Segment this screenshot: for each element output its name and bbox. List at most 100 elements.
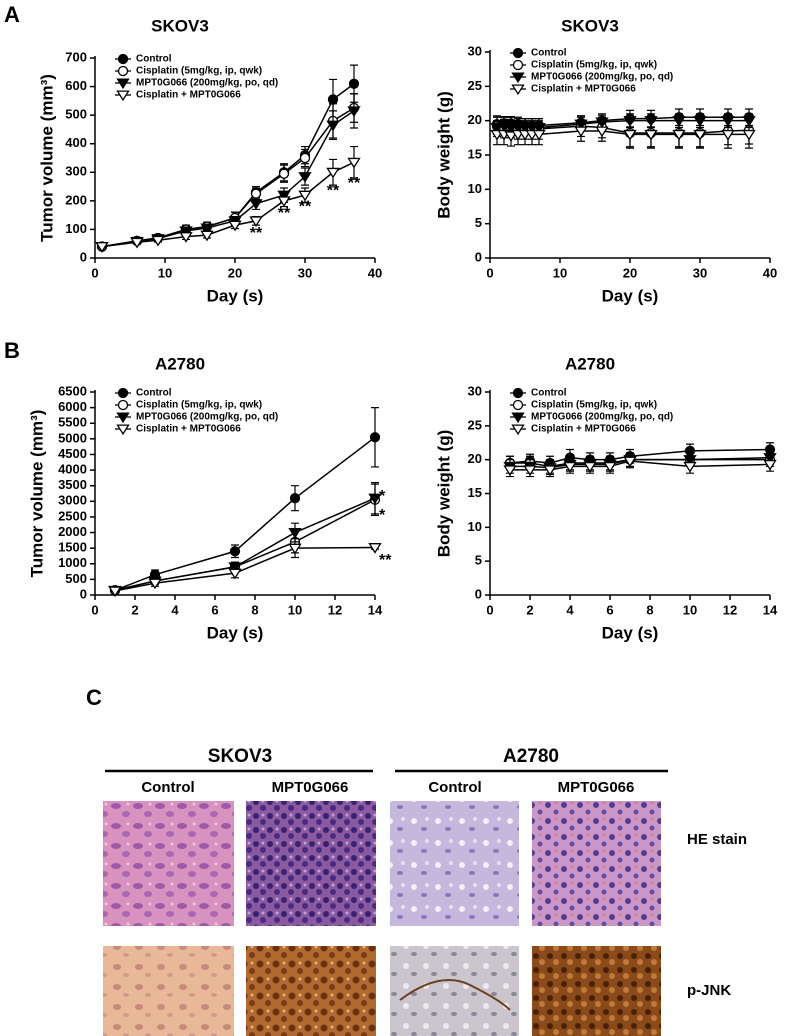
- group-title: SKOV3: [208, 746, 272, 767]
- legend-label: Cisplatin (5mg/kg, ip, qwk): [531, 400, 657, 411]
- legend-marker: [511, 412, 525, 424]
- data-point: [347, 157, 361, 169]
- y-tick-label: 2500: [58, 508, 87, 523]
- y-tick-label: 0: [475, 249, 482, 264]
- y-tick-label: 200: [65, 192, 87, 207]
- data-point: [179, 232, 193, 243]
- data-point: [574, 126, 588, 138]
- y-tick-label: 1000: [58, 555, 87, 570]
- y-tick-label: 0: [80, 249, 87, 264]
- histology-image: [246, 801, 376, 926]
- legend-marker: [512, 387, 524, 399]
- annotation: **: [250, 225, 263, 242]
- x-tick-label: 8: [646, 602, 653, 617]
- legend-marker: [512, 47, 524, 59]
- y-tick-label: 4500: [58, 446, 87, 461]
- legend-marker: [116, 412, 130, 424]
- y-tick-label: 500: [65, 107, 87, 122]
- x-axis-label: Day (s): [602, 623, 659, 642]
- x-tick-label: 30: [693, 265, 707, 280]
- y-tick-label: 20: [468, 112, 482, 127]
- data-point: [623, 129, 637, 141]
- data-point: [250, 188, 262, 199]
- data-point: [289, 493, 301, 504]
- histology-image: [103, 946, 234, 1036]
- data-point: [288, 543, 302, 555]
- x-tick-label: 10: [683, 602, 697, 617]
- data-point: [200, 223, 214, 235]
- group-title: A2780: [503, 746, 559, 767]
- data-point: [503, 465, 517, 476]
- legend-label: Control: [136, 388, 172, 399]
- data-point: [683, 461, 697, 473]
- data-point: [327, 94, 339, 105]
- data-point: [693, 129, 707, 141]
- series-line: [101, 107, 355, 248]
- data-point: [249, 216, 263, 228]
- data-point: [299, 152, 311, 164]
- legend-marker: [116, 424, 130, 436]
- histology-image: [390, 801, 519, 926]
- legend-label: Cisplatin (5mg/kg, ip, qwk): [136, 66, 262, 77]
- data-point: [523, 465, 537, 476]
- histology-image: [532, 801, 661, 926]
- y-tick-label: 3000: [58, 493, 87, 508]
- data-point: [229, 546, 241, 557]
- y-tick-label: 0: [475, 586, 482, 601]
- column-label: MPT0G066: [272, 779, 349, 796]
- y-tick-label: 10: [468, 519, 482, 534]
- data-point: [368, 543, 382, 554]
- data-point: [228, 562, 242, 574]
- legend-label: Cisplatin + MPT0G066: [136, 90, 241, 101]
- y-tick-label: 0: [80, 586, 87, 601]
- x-tick-label: 6: [606, 602, 613, 617]
- x-tick-label: 0: [91, 265, 98, 280]
- legend-marker: [512, 59, 524, 71]
- chart-title: A2780: [565, 354, 615, 373]
- y-tick-label: 20: [468, 451, 482, 466]
- data-point: [347, 106, 361, 118]
- y-tick-label: 300: [65, 164, 87, 179]
- y-tick-label: 4000: [58, 462, 87, 477]
- y-tick-label: 2000: [58, 524, 87, 539]
- data-point: [277, 196, 291, 208]
- x-tick-label: 12: [723, 602, 737, 617]
- data-point: [543, 465, 557, 476]
- data-point: [228, 220, 242, 232]
- x-tick-label: 10: [158, 265, 172, 280]
- x-tick-label: 14: [763, 602, 778, 617]
- row-label: HE stain: [687, 831, 747, 848]
- legend-marker: [511, 84, 525, 96]
- x-axis-label: Day (s): [207, 623, 264, 642]
- x-tick-label: 40: [763, 265, 777, 280]
- x-tick-label: 4: [566, 602, 574, 617]
- y-tick-label: 500: [65, 571, 87, 586]
- data-point: [563, 461, 577, 473]
- data-point: [228, 568, 242, 580]
- y-tick-label: 25: [468, 78, 482, 93]
- panel-label: B: [4, 338, 20, 363]
- data-point: [721, 129, 735, 141]
- x-tick-label: 12: [328, 602, 342, 617]
- annotation: *: [379, 488, 386, 505]
- data-point: [742, 129, 756, 141]
- y-tick-label: 15: [468, 146, 482, 161]
- data-point: [298, 190, 312, 202]
- y-tick-label: 600: [65, 78, 87, 93]
- chart-title: A2780: [155, 354, 205, 373]
- y-tick-label: 5: [475, 215, 482, 230]
- y-tick-label: 1500: [58, 540, 87, 555]
- data-point: [326, 167, 340, 179]
- legend-label: Cisplatin (5mg/kg, ip, qwk): [531, 60, 657, 71]
- data-point: [179, 226, 193, 238]
- data-point: [148, 578, 162, 590]
- data-point: [288, 528, 302, 539]
- y-axis-label: Body weight (g): [434, 430, 453, 557]
- data-point: [504, 131, 518, 142]
- chart-title: SKOV3: [561, 16, 619, 35]
- x-axis-label: Day (s): [207, 286, 264, 305]
- x-tick-label: 0: [486, 602, 493, 617]
- y-tick-label: 700: [65, 49, 87, 64]
- y-tick-label: 30: [468, 43, 482, 58]
